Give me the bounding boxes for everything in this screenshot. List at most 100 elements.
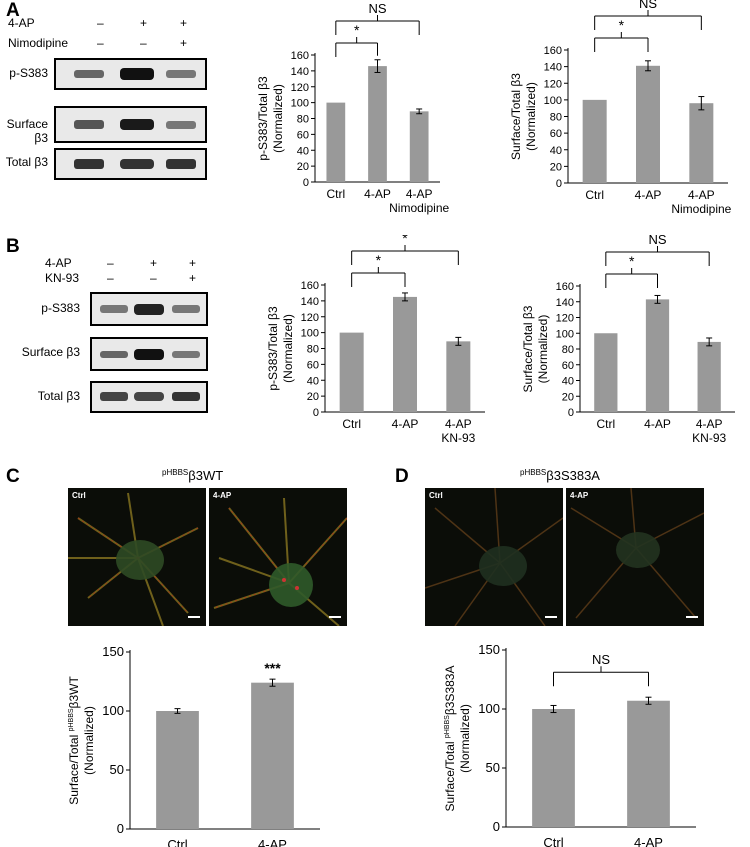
x-tick-label: Ctrl	[342, 417, 361, 431]
x-tick-label: 4-AP	[635, 188, 662, 202]
image-label: 4-AP	[570, 491, 589, 500]
y-axis-label: Surface/Total β3	[509, 73, 523, 160]
y-tick-label: 100	[478, 701, 500, 716]
y-axis-label: (Normalized)	[281, 314, 295, 383]
x-tick-label: Ctrl	[326, 187, 345, 201]
y-tick-label: 0	[556, 178, 562, 190]
bar	[251, 682, 294, 829]
micrograph-c-ctrl: Ctrl	[68, 488, 206, 626]
title-main: β3S383A	[546, 468, 600, 483]
y-tick-label: 0	[493, 819, 500, 834]
bar	[368, 66, 387, 182]
bar	[532, 709, 575, 827]
y-tick-label: 140	[301, 296, 319, 308]
significance-label: *	[629, 253, 635, 269]
blot-label: p-S383	[9, 66, 48, 80]
x-tick-label: 4-AP	[644, 417, 671, 431]
western-blot	[54, 148, 207, 180]
y-tick-label: 50	[486, 760, 500, 775]
y-tick-label: 20	[297, 161, 309, 173]
y-tick-label: 120	[301, 312, 319, 324]
x-tick-label: KN-93	[441, 431, 475, 445]
x-tick-label: 4-AP	[445, 417, 472, 431]
western-blot	[90, 381, 208, 413]
scale-bar	[545, 616, 557, 618]
y-tick-label: 120	[556, 313, 574, 325]
image-label: 4-AP	[213, 491, 232, 500]
y-tick-label: 150	[478, 642, 500, 657]
bar	[582, 99, 607, 183]
scale-bar	[329, 616, 341, 618]
y-tick-label: 160	[301, 280, 319, 292]
micrograph-c-4ap: 4-AP	[209, 488, 347, 626]
significance-label: ***	[264, 660, 281, 676]
y-tick-label: 80	[550, 112, 562, 124]
bar	[636, 65, 660, 183]
treatment-mark: +	[140, 16, 148, 30]
treatment-label-nimodipine: Nimodipine	[8, 36, 69, 50]
panel-c-title: pHBBSβ3WT	[162, 468, 223, 483]
x-tick-label: 4-AP	[634, 835, 663, 847]
blot-label: p-S383	[41, 301, 80, 315]
chart-a-surface: 0 20 40 60 80 100 120 140 160 Surface/Total β3 (No…	[509, 0, 732, 216]
significance-label: NS	[592, 652, 610, 667]
y-tick-label: 80	[307, 344, 319, 356]
y-axis-label: Surface/Total pHBBSβ3S383A	[443, 666, 457, 812]
y-tick-label: 80	[297, 114, 309, 126]
y-tick-label: 40	[550, 145, 562, 157]
y-tick-label: 40	[307, 375, 319, 387]
panel-letter-c: C	[6, 466, 20, 487]
x-tick-label: KN-93	[692, 431, 726, 445]
x-tick-label: Ctrl	[167, 837, 187, 847]
scale-bar	[188, 616, 200, 618]
treatment-label-4ap: 4-AP	[8, 16, 35, 30]
bar	[393, 296, 417, 412]
treatment-mark: +	[180, 36, 188, 50]
y-tick-label: 120	[291, 82, 309, 94]
title-main: β3WT	[188, 468, 224, 483]
chart-b-surface: 0 20 40 60 80 100 120 140 160 Surface/Total β3 (No…	[521, 235, 735, 445]
treatment-mark: –	[97, 16, 104, 30]
panel-letter-a: A	[6, 0, 20, 21]
bar	[156, 711, 199, 829]
title-superscript: pHBBS	[162, 468, 189, 477]
treatment-label-4ap: 4-AP	[45, 256, 72, 270]
y-tick-label: 100	[291, 98, 309, 110]
y-tick-label: 150	[102, 644, 124, 659]
y-axis-label: p-S383/Total β3	[266, 306, 280, 391]
treatment-mark: –	[97, 36, 104, 50]
significance-label: NS	[639, 0, 657, 11]
y-tick-label: 0	[313, 407, 319, 419]
bar	[409, 111, 429, 182]
panel-letter-d: D	[395, 466, 409, 487]
y-tick-label: 50	[110, 762, 124, 777]
y-tick-label: 100	[102, 703, 124, 718]
significance-label: *	[354, 22, 360, 38]
significance-label: *	[402, 235, 408, 246]
blot-label: Surface β3	[21, 345, 80, 359]
x-tick-label: 4-AP	[258, 837, 287, 847]
bar	[627, 700, 670, 827]
western-blot	[54, 58, 207, 90]
western-blot	[90, 292, 208, 326]
bar	[594, 333, 618, 412]
x-tick-label: 4-AP	[688, 188, 715, 202]
y-tick-label: 160	[544, 45, 562, 57]
bar	[339, 332, 364, 412]
bar	[697, 341, 721, 412]
panel-d-title: pHBBSβ3S383A	[520, 468, 600, 483]
y-tick-label: 80	[562, 344, 574, 356]
y-tick-label: 40	[562, 376, 574, 388]
y-tick-label: 160	[556, 281, 574, 293]
bar	[689, 103, 714, 183]
micrograph-d-ctrl: Ctrl	[425, 488, 563, 626]
chart-b-pS383: 0 20 40 60 80 100 120 140 160 p-S383/Total β3 (Nor…	[266, 235, 485, 445]
y-tick-label: 60	[297, 129, 309, 141]
y-tick-label: 20	[562, 391, 574, 403]
x-tick-label: 4-AP	[392, 417, 419, 431]
title-superscript: pHBBS	[520, 468, 547, 477]
significance-label: NS	[368, 1, 386, 16]
treatment-label-kn93: KN-93	[45, 271, 80, 285]
significance-label: *	[376, 252, 382, 268]
y-tick-label: 60	[562, 360, 574, 372]
